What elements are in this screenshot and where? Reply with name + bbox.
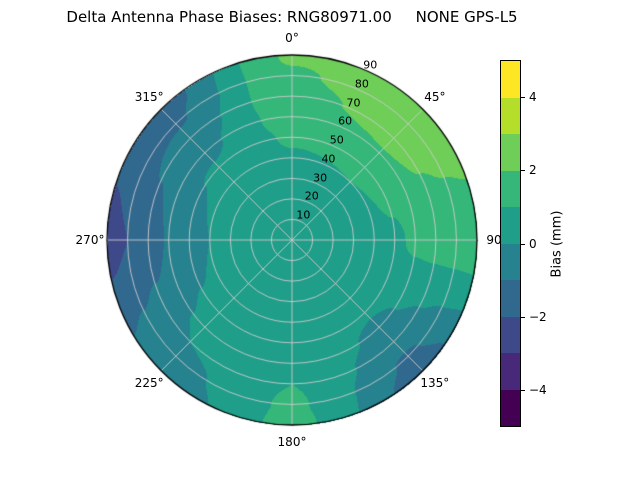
colorbar	[500, 60, 521, 427]
colorbar-tickmark	[521, 390, 525, 392]
colorbar-band	[501, 243, 520, 280]
colorbar-band	[501, 389, 520, 426]
colorbar-band	[501, 353, 520, 390]
colorbar-band	[501, 207, 520, 244]
chart-title: Delta Antenna Phase Biases: RNG80971.00 …	[66, 8, 518, 26]
colorbar-tick-label: −2	[529, 309, 547, 324]
colorbar-tick-label: −4	[529, 383, 547, 398]
colorbar-tickmark	[521, 243, 525, 245]
colorbar-band	[501, 280, 520, 317]
colorbar-tickmark	[521, 170, 525, 172]
colorbar-tick-label: 2	[529, 163, 537, 178]
colorbar-band	[501, 61, 520, 98]
colorbar-band	[501, 316, 520, 353]
colorbar-tick-label: 4	[529, 89, 537, 104]
colorbar-tickmark	[521, 96, 525, 98]
colorbar-tick-label: 0	[529, 236, 537, 251]
colorbar-band	[501, 134, 520, 171]
colorbar-axis-label: Bias (mm)	[549, 210, 565, 277]
colorbar-tickmark	[521, 316, 525, 318]
colorbar-band	[501, 97, 520, 134]
colorbar-band	[501, 170, 520, 207]
